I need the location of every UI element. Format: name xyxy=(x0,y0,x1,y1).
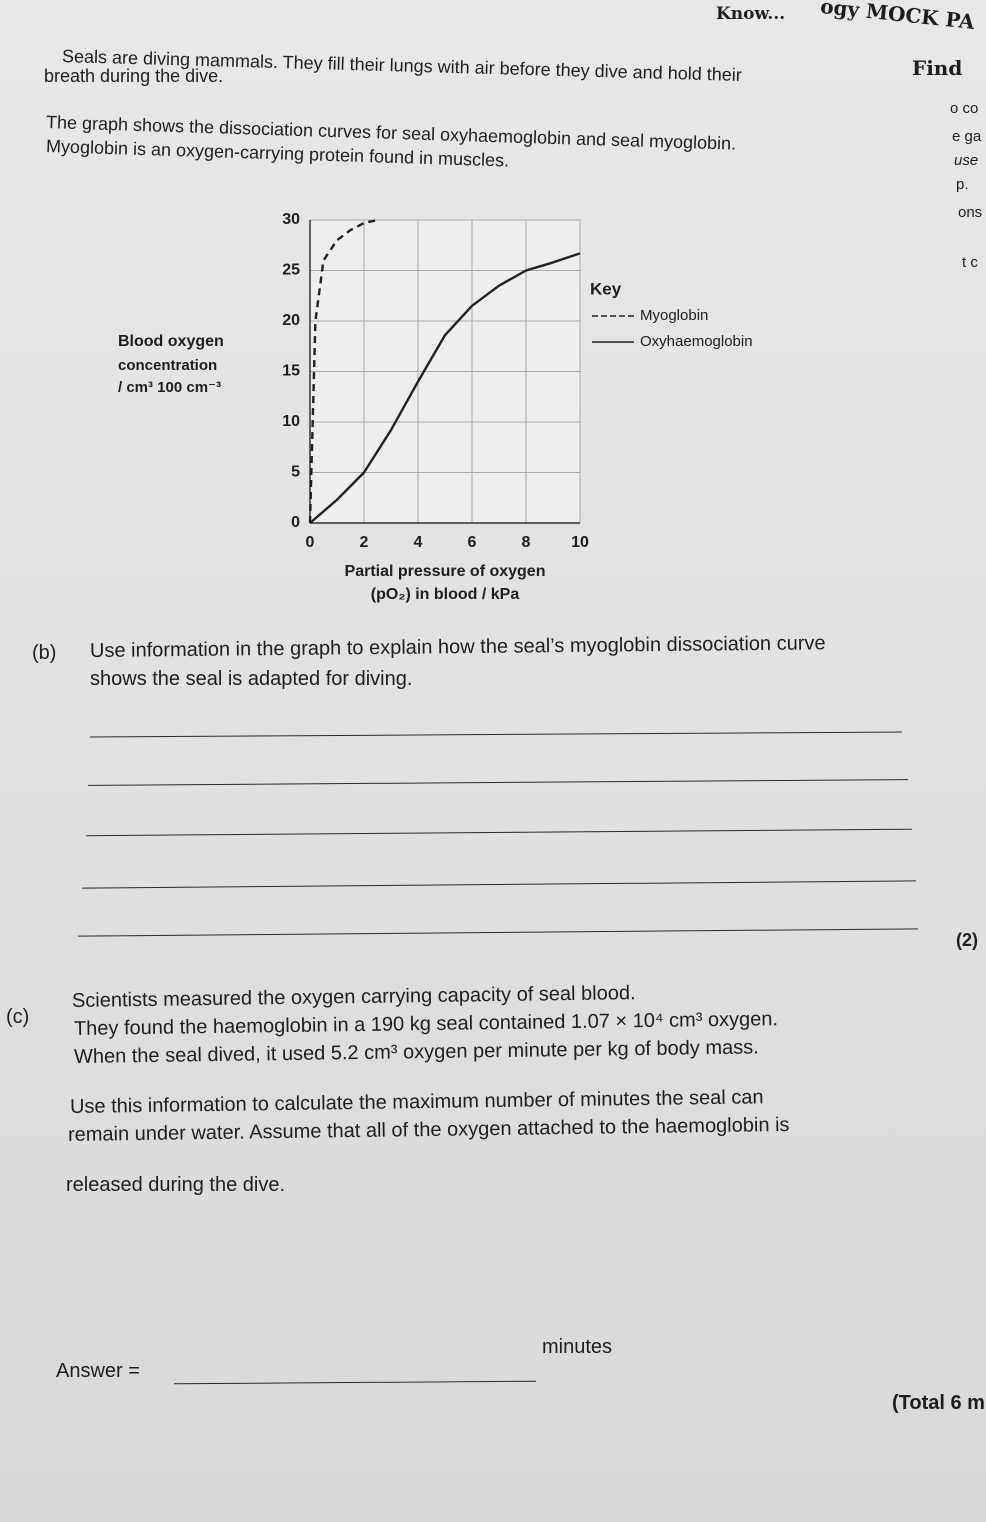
y-tick-label: 15 xyxy=(282,363,300,380)
data-line xyxy=(308,218,378,524)
legend-title: Key xyxy=(590,279,622,298)
x-axis-label: Partial pressure of oxygen xyxy=(345,563,546,580)
question-text: Use this information to calculate the ma… xyxy=(69,1086,764,1118)
side-fragment: e ga xyxy=(952,128,982,145)
question-text: shows the seal is adapted for diving. xyxy=(90,668,413,690)
answer-line xyxy=(86,828,912,837)
x-tick-label: 10 xyxy=(571,534,589,551)
answer-line xyxy=(90,731,902,738)
side-fragment: t c xyxy=(962,254,978,271)
answer-line xyxy=(82,880,916,889)
y-tick-label: 0 xyxy=(291,514,300,531)
question-text: remain under water. Assume that all of t… xyxy=(67,1113,790,1146)
x-tick-label: 4 xyxy=(414,534,423,551)
chart: Blood oxygen concentration / cm³ 100 cm⁻… xyxy=(118,211,753,603)
x-tick-label: 6 xyxy=(468,534,477,551)
y-axis-label: Blood oxygen xyxy=(118,333,224,350)
x-tick-label: 0 xyxy=(306,534,315,551)
answer-label: Answer = xyxy=(56,1360,140,1382)
side-fragment: p. xyxy=(956,176,969,193)
y-tick-label: 10 xyxy=(282,413,300,430)
question-label: (b) xyxy=(32,642,57,664)
question-text: They found the haemoglobin in a 190 kg s… xyxy=(73,1008,779,1040)
data-line xyxy=(309,252,581,524)
side-fragment: ons xyxy=(958,204,983,221)
y-axis-label: concentration xyxy=(118,357,217,374)
x-tick-label: 2 xyxy=(360,534,369,551)
side-fragment: o co xyxy=(950,100,979,117)
question-text: When the seal dived, it used 5.2 cm³ oxy… xyxy=(73,1036,759,1068)
header-fragment: Find xyxy=(912,56,963,80)
question-text: released during the dive. xyxy=(66,1174,286,1196)
legend-label: Oxyhaemoglobin xyxy=(640,333,753,350)
marks: (2) xyxy=(956,930,978,950)
x-axis-label: (pO₂) in blood / kPa xyxy=(371,586,520,603)
question-label: (c) xyxy=(6,1006,30,1028)
answer-line xyxy=(174,1380,536,1385)
legend-label: Myoglobin xyxy=(640,307,708,324)
question-text: Scientists measured the oxygen carrying … xyxy=(71,982,636,1012)
header-fragment: Know... xyxy=(716,4,786,24)
answer-unit: minutes xyxy=(542,1336,613,1358)
side-fragment: use xyxy=(954,152,979,169)
y-tick-label: 25 xyxy=(282,262,300,279)
x-tick-label: 8 xyxy=(522,534,531,551)
y-tick-label: 30 xyxy=(282,211,300,228)
y-tick-label: 5 xyxy=(291,464,300,481)
total-marks: (Total 6 m xyxy=(892,1392,985,1414)
intro-text: breath during the dive. xyxy=(44,66,224,86)
answer-line xyxy=(88,779,908,786)
y-tick-label: 20 xyxy=(282,312,300,329)
y-axis-label: / cm³ 100 cm⁻³ xyxy=(118,379,221,396)
question-text: Use information in the graph to explain … xyxy=(89,632,826,662)
answer-line xyxy=(78,928,918,937)
